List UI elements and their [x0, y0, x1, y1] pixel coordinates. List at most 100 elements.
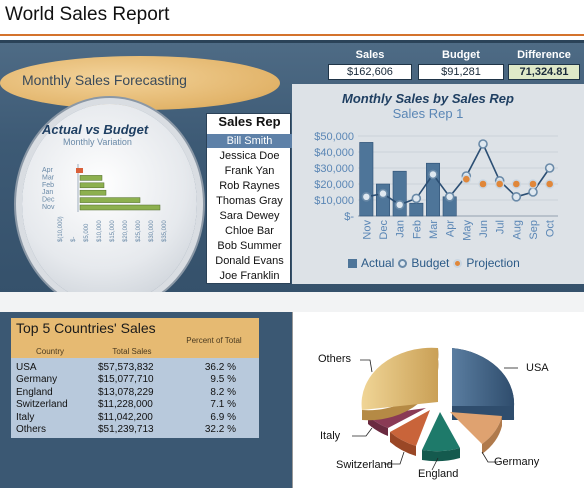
italy-pie-label: Italy	[320, 430, 341, 442]
country-column-header: Country	[35, 347, 64, 356]
difference-kpi-value: 71,324.81	[508, 64, 580, 80]
avb-month-label: Nov	[42, 204, 55, 211]
germany-slice-side	[482, 416, 502, 454]
country-cell: England	[16, 386, 53, 398]
budget-point	[394, 200, 405, 210]
avb-month-label: Apr	[42, 167, 54, 174]
avb-x-tick: $(10,000)	[58, 216, 64, 242]
percent-cell: 8.2 %	[210, 386, 236, 398]
england-slice	[422, 412, 460, 452]
y-tick-label: $10,000	[314, 195, 354, 207]
total-sales-cell: $13,078,229	[98, 386, 154, 398]
sales-rep-item[interactable]: Donald Evans	[215, 255, 284, 267]
y-tick-label: $40,000	[314, 147, 354, 159]
actual-vs-budget-title: Actual vs Budget	[42, 122, 149, 137]
x-tick-label: Apr	[445, 220, 457, 237]
percent-cell: 36.2 %	[204, 362, 236, 373]
sales-kpi-label: Sales	[355, 49, 385, 61]
budget-point	[378, 188, 388, 199]
projection-point	[494, 179, 505, 189]
budget-point	[411, 193, 422, 204]
switzerland-pie-label: Switzerland	[336, 459, 393, 471]
sales-rep-item[interactable]: Rob Raynes	[219, 180, 280, 192]
projection-point	[461, 174, 472, 184]
y-tick-label: $30,000	[314, 163, 354, 175]
budget-point	[544, 163, 555, 173]
country-cell: Italy	[16, 411, 35, 423]
avb-month-label: Dec	[42, 197, 55, 204]
page-title: World Sales Report	[5, 4, 170, 25]
sales-rep-item[interactable]: Thomas Gray	[216, 195, 283, 207]
sales-rep-item[interactable]: Sara Dewey	[219, 210, 280, 222]
sales-kpi-value: $162,606	[328, 64, 412, 80]
total-sales-column-header: Total Sales	[112, 347, 152, 356]
projection-legend-swatch	[453, 258, 463, 268]
avb-bar	[79, 197, 141, 203]
monthly-chart-title: Monthly Sales by Sales Rep	[342, 91, 514, 106]
sales-rep-item[interactable]: Jessica Doe	[219, 150, 280, 162]
total-sales-cell: $11,228,000	[98, 399, 153, 411]
avb-x-tick: $10,000	[97, 220, 103, 242]
monthly-sales-chart: $- $10,000 $20,000 $30,000 $40,000 $50,000 No…	[314, 131, 558, 241]
avb-bar	[79, 182, 105, 189]
budget-legend-label: Budget	[411, 256, 450, 270]
avb-x-tick: $5,000	[84, 223, 90, 242]
country-cell: Germany	[16, 374, 58, 386]
top-countries-title: Top 5 Countries' Sales	[16, 320, 156, 336]
x-tick-label: Oct	[545, 220, 557, 237]
avb-bar	[79, 189, 107, 196]
england-pie-label: England	[418, 468, 459, 480]
avb-x-tick: $35,000	[162, 220, 168, 242]
percent-column-header: Percent of Total	[186, 336, 242, 345]
budget-point	[511, 192, 522, 202]
budget-point	[428, 169, 438, 180]
italy-slice	[368, 408, 426, 428]
x-tick-label: Feb	[411, 220, 423, 239]
country-cell: Others	[16, 424, 47, 435]
germany-pie-label: Germany	[494, 456, 540, 468]
x-tick-label: Jan	[395, 220, 407, 238]
percent-cell: 9.5 %	[210, 374, 236, 386]
england-leader	[431, 457, 439, 471]
country-cell: Switzerland	[16, 399, 68, 411]
actual-bar	[409, 202, 424, 217]
others-slice	[361, 347, 438, 410]
percent-cell: 6.9 %	[210, 411, 236, 423]
budget-point	[528, 187, 538, 197]
sales-rep-item[interactable]: Joe Franklin	[219, 270, 280, 282]
germany-slice	[450, 412, 502, 444]
avb-month-label: Mar	[42, 174, 55, 181]
avb-x-tick: $15,000	[110, 220, 116, 242]
budget-legend-swatch	[398, 258, 408, 268]
actual-legend-swatch	[348, 258, 357, 268]
difference-kpi-label: Difference	[517, 49, 571, 61]
x-tick-label: Sep	[528, 220, 540, 240]
actual-vs-budget-gauge	[22, 104, 197, 304]
avb-x-tick: $25,000	[136, 220, 142, 242]
italy-slice-side	[368, 416, 388, 436]
sales-rep-item[interactable]: Chloe Bar	[225, 225, 274, 237]
actual-legend-label: Actual	[361, 256, 395, 270]
title-divider	[0, 34, 584, 36]
others-leader	[360, 359, 373, 373]
country-pie-chart	[352, 347, 518, 471]
actual-vs-budget-subtitle: Monthly Variation	[63, 137, 132, 147]
germany-leader	[481, 451, 498, 463]
sales-rep-panel: Sales Rep Bill Smith Jessica Doe Frank Y…	[206, 113, 292, 284]
total-sales-cell: $11,042,200	[98, 411, 153, 423]
y-tick-label: $20,000	[314, 179, 354, 191]
usa-slice-top	[452, 348, 515, 406]
projection-point	[511, 179, 522, 189]
sales-rep-title: Sales Rep	[218, 114, 281, 129]
budget-point	[361, 192, 372, 202]
avb-bar-negative	[76, 168, 83, 173]
sales-rep-item[interactable]: Bob Summer	[217, 240, 282, 252]
avb-x-tick: $20,000	[123, 220, 129, 242]
avb-month-label: Jan	[42, 189, 53, 196]
sales-rep-item[interactable]: Frank Yan	[224, 165, 275, 177]
budget-kpi-value: $91,281	[418, 64, 504, 80]
sales-rep-item[interactable]: Bill Smith	[207, 134, 292, 148]
x-tick-label: Mar	[428, 220, 440, 239]
percent-cell: 7.1 %	[210, 399, 236, 411]
total-sales-cell: $51,239,713	[98, 424, 154, 435]
